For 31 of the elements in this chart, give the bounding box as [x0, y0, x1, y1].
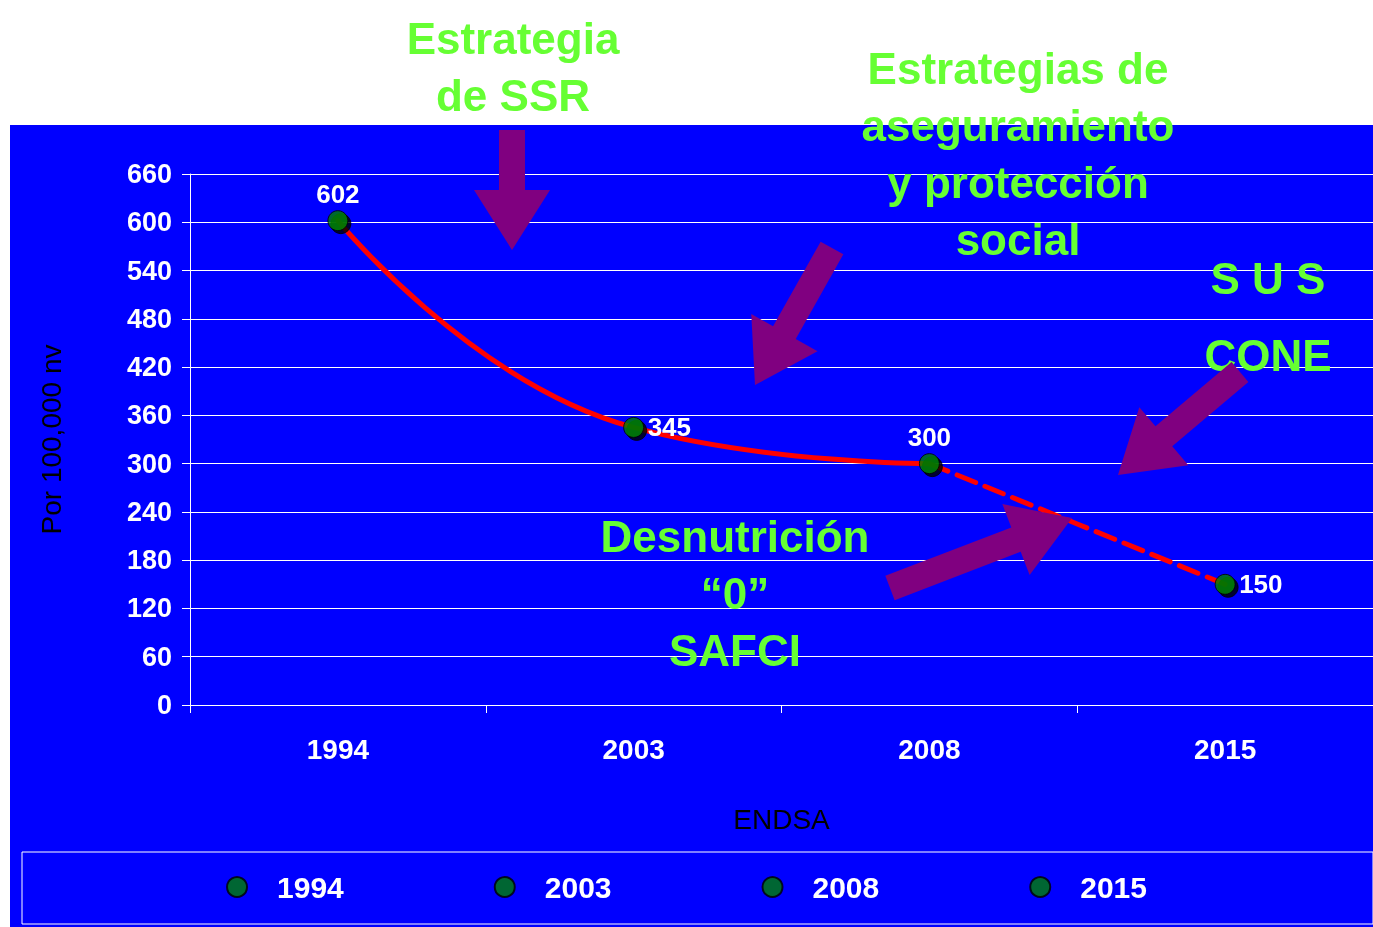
y-axis-title: Por 100,000 nv [35, 344, 67, 535]
legend-label: 2015 [1080, 870, 1147, 904]
point [1214, 573, 1236, 595]
y-tick-label: 180 [126, 545, 172, 576]
y-tick-label: 360 [126, 400, 172, 431]
y-tick-label: 480 [126, 303, 172, 334]
data-label: 602 [316, 178, 360, 209]
y-tick-label: 300 [126, 448, 172, 479]
legend-label: 2008 [812, 870, 880, 904]
x-tick-label: 1994 [306, 733, 370, 765]
point [623, 416, 645, 438]
point [918, 453, 940, 475]
x-tick-label: 2003 [602, 733, 665, 765]
data-label: 345 [647, 412, 692, 443]
data-label: 150 [1239, 569, 1283, 600]
legend-label: 2003 [544, 870, 612, 904]
y-tick-label: 240 [126, 496, 172, 527]
x-tick-label: 2015 [1193, 733, 1257, 765]
y-tick-label: 540 [126, 255, 172, 286]
y-tick-label: 660 [126, 159, 172, 189]
point [327, 210, 349, 232]
y-tick-label: 420 [126, 352, 172, 383]
legend-label: 1994 [277, 870, 345, 904]
y-tick-label: 60 [141, 641, 172, 672]
x-axis-title: ENDSA [733, 803, 831, 835]
text: Estrategia de SSR [406, 14, 620, 120]
y-tick-label: 0 [156, 690, 172, 720]
x-tick-label: 2008 [898, 733, 961, 765]
data-label: 300 [907, 421, 952, 452]
y-tick-label: 120 [126, 593, 172, 624]
y-tick-label: 600 [126, 207, 172, 238]
